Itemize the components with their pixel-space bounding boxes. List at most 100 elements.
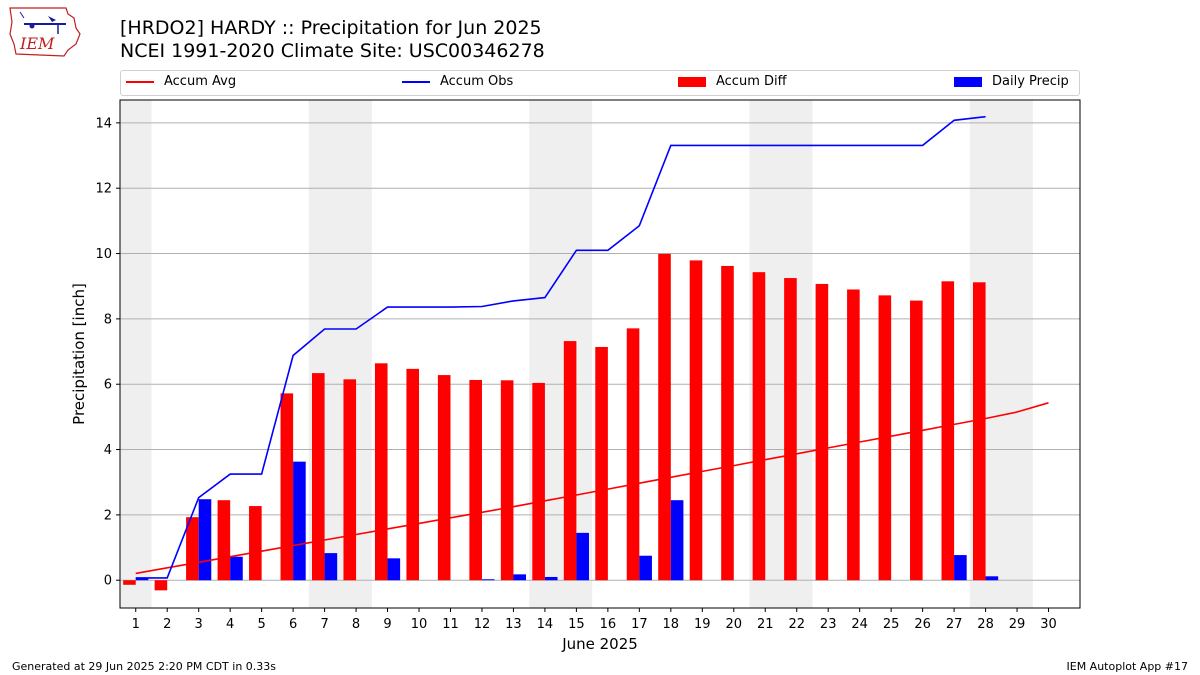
accum-diff-bar-16 xyxy=(595,346,608,581)
x-tick-label-13: 13 xyxy=(505,617,522,632)
x-tick-label-24: 24 xyxy=(851,617,868,632)
x-tick-label-18: 18 xyxy=(663,617,680,632)
accum-diff-bar-19 xyxy=(689,260,703,581)
chart-title: [HRDO2] HARDY :: Precipitation for Jun 2… xyxy=(120,17,542,39)
accum-diff-bar-18 xyxy=(658,253,671,581)
chart-subtitle: NCEI 1991-2020 Climate Site: USC00346278 xyxy=(120,40,545,62)
weekend-band-1 xyxy=(120,100,152,608)
x-tick-label-6: 6 xyxy=(289,617,297,632)
legend-label-accum-obs: Accum Obs xyxy=(440,74,514,89)
legend: Accum Avg Accum Obs Accum Diff Daily Pre… xyxy=(120,70,1080,96)
legend-label-daily-precip: Daily Precip xyxy=(992,74,1069,89)
daily-precip-bar-18 xyxy=(670,500,684,581)
weekend-band-5 xyxy=(969,100,1033,608)
accum-diff-bar-11 xyxy=(437,375,451,581)
x-tick-label-14: 14 xyxy=(537,617,554,632)
x-tick-label-25: 25 xyxy=(883,617,900,632)
x-tick-label-26: 26 xyxy=(914,617,931,632)
y-tick-label-10: 10 xyxy=(95,247,112,262)
daily-precip-bar-28 xyxy=(985,576,999,581)
x-tick-label-11: 11 xyxy=(442,617,459,632)
y-tick-label-8: 8 xyxy=(104,312,112,327)
x-tick-label-3: 3 xyxy=(195,617,203,632)
weekend-band-3 xyxy=(529,100,593,608)
accum-diff-bar-5 xyxy=(249,506,262,581)
accum-avg-line xyxy=(135,402,1049,575)
footer-app: IEM Autoplot App #17 xyxy=(1066,660,1189,673)
daily-precip-bar-7 xyxy=(324,553,338,581)
daily-precip-bar-4 xyxy=(230,556,243,581)
x-tick-label-28: 28 xyxy=(977,617,994,632)
x-tick-label-2: 2 xyxy=(163,617,171,632)
accum-diff-bar-13 xyxy=(500,380,514,581)
x-tick-label-30: 30 xyxy=(1040,617,1057,632)
x-tick-label-4: 4 xyxy=(226,617,234,632)
x-tick-label-27: 27 xyxy=(946,617,963,632)
accum-diff-bar-3 xyxy=(186,517,199,581)
legend-item-accum-avg: Accum Avg xyxy=(126,74,236,89)
legend-swatch-daily-precip xyxy=(954,76,982,87)
daily-precip-bar-1 xyxy=(135,577,149,581)
accum-diff-bar-23 xyxy=(815,283,829,581)
legend-label-accum-diff: Accum Diff xyxy=(716,74,787,89)
accum-diff-bar-15 xyxy=(563,341,577,581)
daily-precip-bar-13 xyxy=(513,574,527,581)
x-tick-label-7: 7 xyxy=(320,617,328,632)
accum-diff-bar-17 xyxy=(626,328,640,581)
weekend-band-2 xyxy=(308,100,372,608)
legend-swatch-accum-avg xyxy=(126,80,154,83)
y-tick-label-0: 0 xyxy=(104,574,112,589)
accum-diff-bar-4 xyxy=(217,500,231,581)
accum-diff-bar-2 xyxy=(154,580,168,591)
y-tick-label-4: 4 xyxy=(104,443,112,458)
accum-diff-bar-21 xyxy=(752,272,766,581)
x-tick-label-17: 17 xyxy=(631,617,648,632)
x-tick-label-20: 20 xyxy=(725,617,742,632)
daily-precip-bar-14 xyxy=(544,576,558,581)
daily-precip-bar-27 xyxy=(954,555,967,581)
x-tick-label-19: 19 xyxy=(694,617,711,632)
x-tick-label-12: 12 xyxy=(474,617,491,632)
accum-diff-bar-20 xyxy=(721,265,734,581)
x-tick-label-29: 29 xyxy=(1009,617,1026,632)
y-tick-label-14: 14 xyxy=(95,116,112,131)
x-tick-label-8: 8 xyxy=(352,617,360,632)
daily-precip-bar-17 xyxy=(639,555,652,581)
accum-diff-bar-28 xyxy=(972,282,986,581)
accum-diff-bar-1 xyxy=(123,580,136,585)
accum-diff-bar-6 xyxy=(280,393,294,581)
legend-swatch-accum-diff xyxy=(678,76,706,87)
footer-generated: Generated at 29 Jun 2025 2:20 PM CDT in … xyxy=(12,660,277,673)
y-axis-label: Precipitation [inch] xyxy=(70,283,88,425)
weekend-band-4 xyxy=(749,100,813,608)
daily-precip-bar-6 xyxy=(293,461,306,581)
accum-diff-bar-24 xyxy=(847,289,860,581)
daily-precip-bar-9 xyxy=(387,558,401,581)
x-tick-label-21: 21 xyxy=(757,617,774,632)
x-tick-label-23: 23 xyxy=(820,617,837,632)
daily-precip-bar-15 xyxy=(576,532,589,581)
x-tick-label-9: 9 xyxy=(383,617,391,632)
accum-diff-bar-25 xyxy=(878,295,892,581)
accum-diff-bar-7 xyxy=(312,373,325,581)
y-tick-label-6: 6 xyxy=(104,378,112,393)
accum-diff-bar-10 xyxy=(406,368,420,581)
x-tick-label-10: 10 xyxy=(411,617,428,632)
legend-item-daily-precip: Daily Precip xyxy=(954,74,1069,89)
legend-item-accum-obs: Accum Obs xyxy=(402,74,513,89)
x-tick-label-5: 5 xyxy=(257,617,265,632)
accum-diff-bar-8 xyxy=(343,379,357,581)
accum-diff-bar-27 xyxy=(941,281,955,581)
accum-diff-bar-9 xyxy=(374,363,388,581)
x-tick-label-15: 15 xyxy=(568,617,585,632)
accum-diff-bar-22 xyxy=(784,278,797,581)
accum-diff-bar-26 xyxy=(910,300,923,581)
daily-precip-bar-12 xyxy=(481,579,495,581)
daily-precip-bar-3 xyxy=(198,499,212,581)
accum-diff-bar-12 xyxy=(469,379,482,581)
accum-diff-bar-14 xyxy=(532,382,545,581)
x-tick-label-22: 22 xyxy=(788,617,805,632)
logo-text: IEM xyxy=(19,34,55,53)
legend-swatch-accum-obs xyxy=(402,80,430,83)
